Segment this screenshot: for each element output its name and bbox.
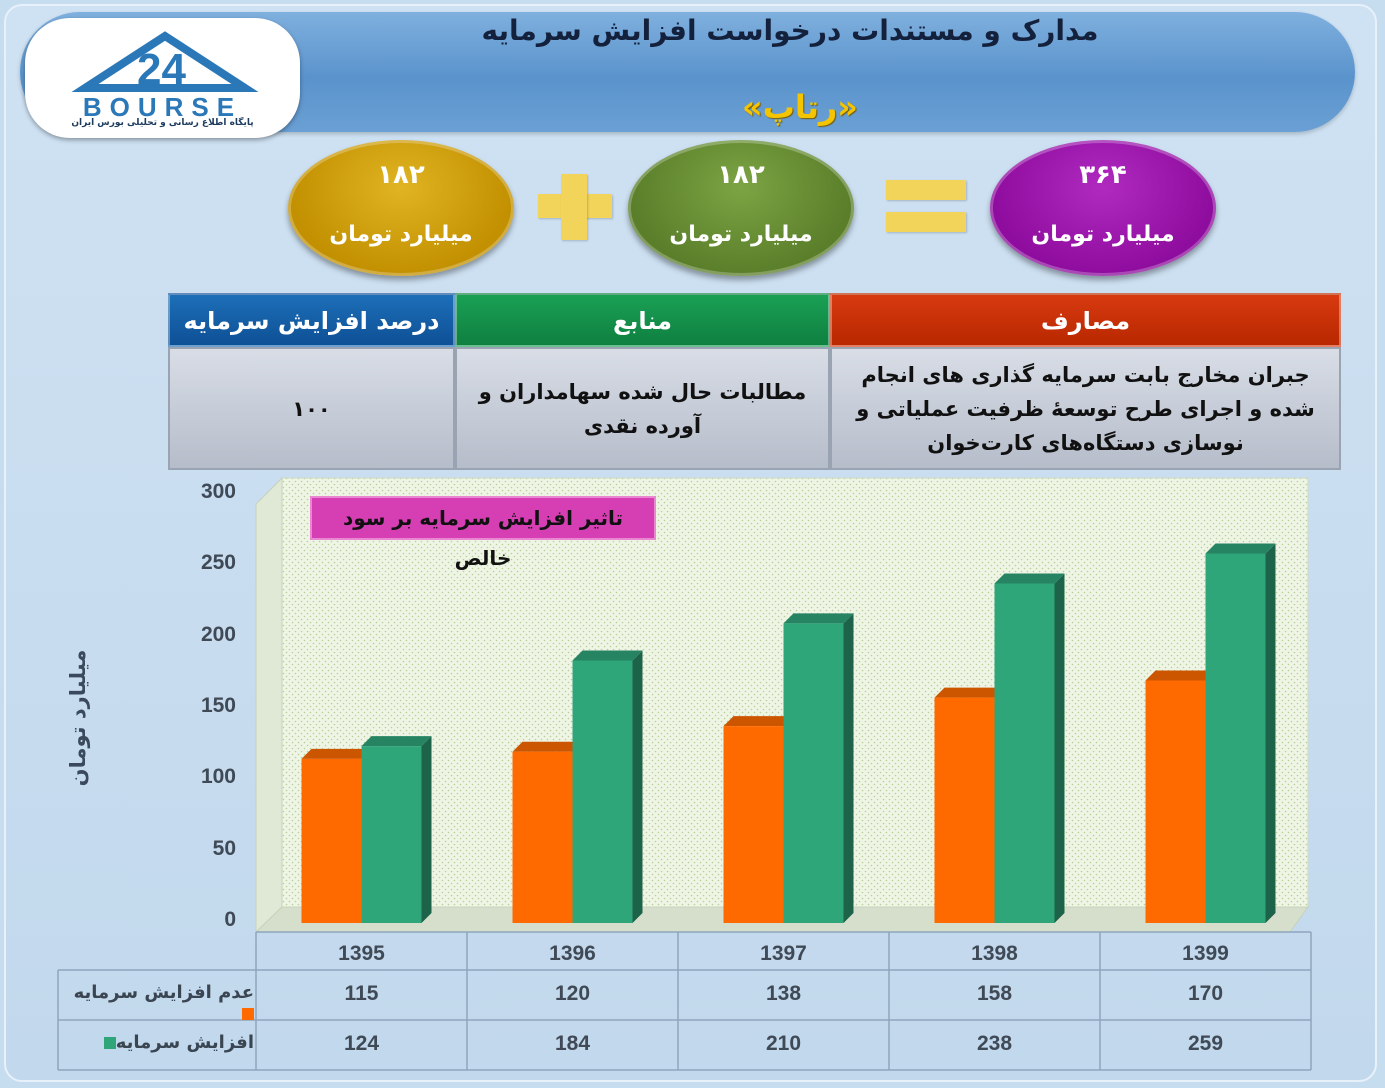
plus-icon-vertical — [561, 174, 587, 240]
bar-no-increase-1397 — [723, 716, 794, 923]
bar-no-increase-1399 — [1145, 670, 1216, 923]
y-tick-label: 100 — [200, 765, 236, 789]
bar-top — [934, 687, 1005, 698]
bar-front — [723, 726, 784, 923]
y-tick-label: 0 — [224, 908, 236, 931]
equals-icon — [886, 180, 966, 200]
value-sources-text: مطالبات حال شده سهامداران و آورده نقدی — [478, 379, 807, 438]
page-title: مدارک و مستندات درخواست افزایش سرمایه — [481, 14, 1099, 47]
data-label: 238 — [976, 1032, 1013, 1055]
x-tick-label: 1396 — [549, 942, 596, 965]
data-label: 259 — [1187, 1032, 1224, 1055]
plot-left-wall — [255, 476, 283, 934]
data-label: 170 — [1187, 982, 1224, 1005]
bar-top — [723, 716, 794, 727]
bar-side — [843, 613, 854, 923]
amount-oval-result: ۳۶۴ میلیارد تومان — [990, 140, 1216, 276]
header-uses: مصارف — [830, 293, 1341, 347]
bar-front — [934, 697, 995, 923]
bar-side — [421, 736, 432, 923]
bar-front — [1145, 680, 1206, 923]
y-tick-label: 200 — [200, 622, 236, 646]
data-label: 138 — [765, 982, 802, 1005]
bar-increase-1397 — [783, 613, 854, 923]
svg-text:24: 24 — [137, 45, 186, 94]
amount-oval-left: ۱۸۲ میلیارد تومان — [288, 140, 514, 276]
bar-front — [301, 758, 362, 923]
bourse24-logo: 24 BOURSE پایگاه اطلاع رسانی و تحلیلی بو… — [25, 18, 300, 138]
value-uses-text: جبران مخارج بابت سرمایه گذاری های انجام … — [856, 362, 1315, 455]
equals-icon-lower — [886, 212, 966, 232]
bar-increase-1399 — [1205, 543, 1276, 923]
amount-left-unit: میلیارد تومان — [329, 222, 473, 247]
y-tick-label: 150 — [200, 694, 236, 717]
value-percent-text: ۱۰۰ — [292, 396, 331, 421]
y-tick-label: 50 — [212, 836, 236, 860]
amount-result-unit: میلیارد تومان — [1031, 222, 1175, 247]
data-label: 184 — [554, 1032, 591, 1055]
data-label: 158 — [976, 982, 1013, 1005]
legend-entry: افزایش سرمایه — [58, 1032, 254, 1053]
bar-front — [1205, 553, 1266, 923]
y-axis-label: میلیارد تومان — [66, 649, 90, 787]
y-tick-label: 300 — [200, 480, 236, 503]
x-tick-label: 1395 — [338, 942, 385, 965]
value-percent: ۱۰۰ — [168, 347, 455, 470]
bar-top — [361, 736, 432, 747]
logo-mark-icon: 24 — [71, 31, 259, 94]
data-label: 115 — [344, 982, 379, 1005]
logo-tagline: پایگاه اطلاع رسانی و تحلیلی بورس ایران — [71, 118, 254, 128]
bar-top — [783, 613, 854, 624]
data-label: 210 — [765, 1032, 802, 1055]
legend-entry: عدم افزایش سرمایه — [58, 982, 254, 1024]
header-percent: درصد افزایش سرمایه — [168, 293, 455, 347]
logo-wordmark: BOURSE — [82, 92, 243, 122]
bar-front — [512, 751, 573, 923]
x-tick-label: 1398 — [971, 942, 1018, 965]
bar-front — [572, 660, 633, 923]
amount-oval-middle: ۱۸۲ میلیارد تومان — [628, 140, 854, 276]
bar-increase-1396 — [572, 650, 643, 923]
bar-front — [361, 746, 422, 923]
bar-top — [1205, 543, 1276, 554]
legend-label: عدم افزایش سرمایه — [73, 982, 254, 1003]
legend-swatch — [242, 1008, 254, 1020]
bar-top — [1145, 670, 1216, 681]
legend-swatch — [103, 1037, 116, 1049]
bar-no-increase-1396 — [512, 741, 583, 923]
legend-label: افزایش سرمایه — [115, 1032, 254, 1053]
bar-top — [994, 573, 1065, 584]
bar-front — [994, 583, 1055, 923]
chart-title: تاثیر افزایش سرمایه بر سود خالص — [310, 496, 656, 570]
amount-left-value: ۱۸۲ — [377, 160, 425, 190]
amount-middle-unit: میلیارد تومان — [669, 222, 813, 247]
bar-side — [632, 650, 643, 923]
bar-side — [1054, 573, 1065, 923]
value-sources: مطالبات حال شده سهامداران و آورده نقدی — [455, 347, 830, 470]
bar-top — [572, 650, 643, 661]
bar-front — [783, 623, 844, 923]
header-sources: منابع — [455, 293, 830, 347]
x-tick-label: 1399 — [1182, 942, 1229, 965]
data-label: 124 — [343, 1032, 380, 1055]
bar-increase-1398 — [994, 573, 1065, 923]
bar-increase-1395 — [361, 736, 432, 923]
bar-top — [301, 748, 372, 759]
amount-middle-value: ۱۸۲ — [717, 160, 765, 190]
y-tick-label: 250 — [200, 551, 236, 575]
amount-result-value: ۳۶۴ — [1079, 160, 1127, 190]
bar-side — [1265, 543, 1276, 923]
company-name: «رتاپ» — [742, 88, 858, 126]
bar-no-increase-1398 — [934, 687, 1005, 923]
x-tick-label: 1397 — [760, 942, 807, 965]
data-label: 120 — [554, 982, 591, 1005]
bar-top — [512, 741, 583, 752]
bar-no-increase-1395 — [301, 748, 372, 923]
value-uses: جبران مخارج بابت سرمایه گذاری های انجام … — [830, 347, 1341, 470]
